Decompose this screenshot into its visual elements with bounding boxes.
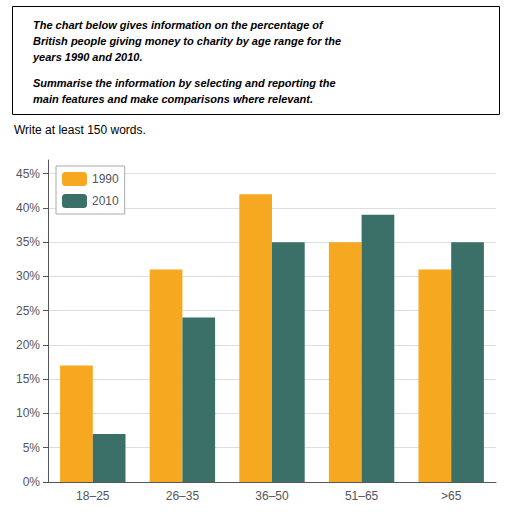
svg-text:25%: 25% [16,304,40,318]
svg-text:Summarise the information by s: Summarise the information by selecting a… [33,77,336,89]
svg-text:51–65: 51–65 [345,489,379,503]
svg-text:36–50: 36–50 [255,489,289,503]
svg-text:main features and make compari: main features and make comparisons where… [33,93,313,105]
svg-text:18–25: 18–25 [76,489,110,503]
svg-text:15%: 15% [16,372,40,386]
svg-text:The chart below gives informat: The chart below gives information on the… [33,19,324,31]
svg-text:35%: 35% [16,235,40,249]
svg-text:20%: 20% [16,338,40,352]
svg-text:British people giving money to: British people giving money to charity b… [33,35,341,47]
svg-text:years 1990 and 2010.: years 1990 and 2010. [32,51,142,63]
svg-text:45%: 45% [16,167,40,181]
svg-text:2010: 2010 [92,194,119,208]
svg-text:>65: >65 [441,489,462,503]
svg-text:5%: 5% [23,441,41,455]
svg-text:0%: 0% [23,475,41,489]
svg-text:1990: 1990 [92,172,119,186]
svg-text:30%: 30% [16,269,40,283]
svg-text:26–35: 26–35 [166,489,200,503]
svg-text:40%: 40% [16,201,40,215]
svg-text:10%: 10% [16,406,40,420]
svg-text:Write at least 150 words.: Write at least 150 words. [14,123,146,137]
